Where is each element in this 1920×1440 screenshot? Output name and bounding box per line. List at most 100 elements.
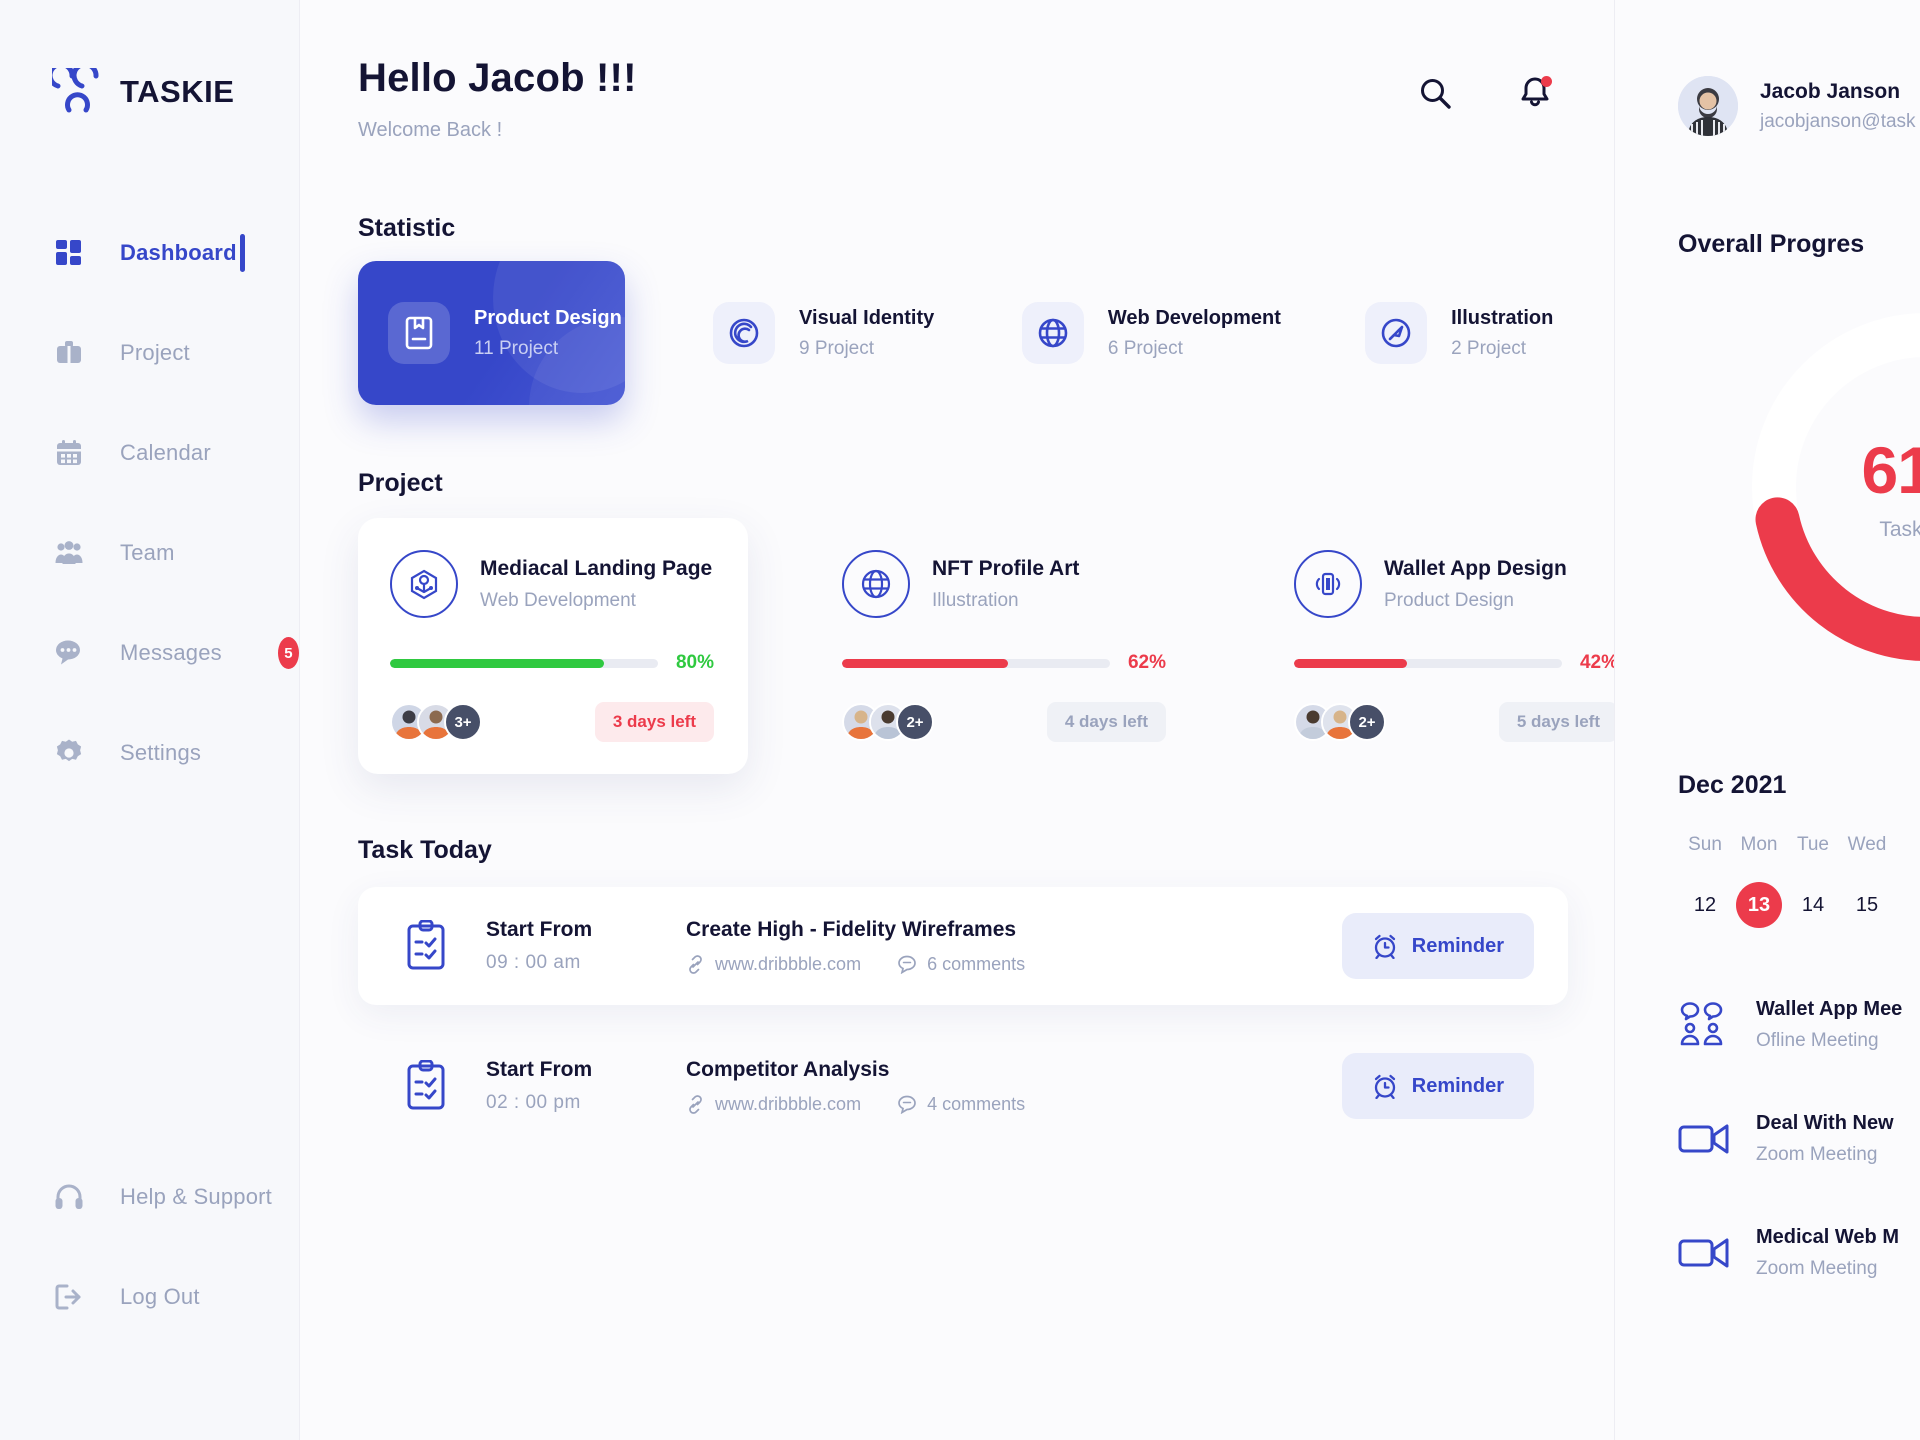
project-card-name: Mediacal Landing Page — [480, 556, 713, 580]
reminder-button[interactable]: Reminder — [1341, 1053, 1534, 1119]
calendar-dow-label: Wed — [1847, 834, 1887, 855]
task-link-label: www.dribbble.com — [715, 953, 862, 974]
welcome-subtitle: Welcome Back ! — [358, 119, 503, 141]
task-row[interactable]: Start From 02 : 00 pm Competitor Analysi… — [358, 1027, 1568, 1145]
avatar-more-count: 2+ — [1348, 703, 1386, 741]
link-icon — [689, 1094, 702, 1114]
pen-compass-icon — [1365, 302, 1428, 364]
panel-divider — [1614, 0, 1615, 1440]
sidebar-item-team[interactable]: Team — [0, 524, 299, 582]
brand-logo[interactable]: TASKIE — [0, 62, 299, 122]
meeting-type: Ofline Meeting — [1756, 1030, 1879, 1051]
calendar-day-mon[interactable]: Mon 13 — [1732, 834, 1786, 928]
project-card-wallet-app-design[interactable]: Wallet App Design Product Design 42% — [1262, 518, 1652, 774]
reminder-button[interactable]: Reminder — [1341, 913, 1534, 979]
statistic-card-web-development[interactable]: Web Development 6 Project — [992, 276, 1287, 390]
statistic-card-illustration[interactable]: Illustration 2 Project — [1335, 276, 1566, 390]
list-item[interactable]: Medical Web M Zoom Meeting — [1678, 1226, 1920, 1280]
sidebar-item-label: Log Out — [120, 1284, 200, 1309]
task-detail-block: Create High - Fidelity Wireframes www.dr… — [686, 918, 1342, 975]
task-link[interactable]: www.dribbble.com — [686, 1094, 861, 1115]
sidebar-item-settings[interactable]: Settings — [0, 724, 299, 782]
sidebar-nav: Dashboard Project — [0, 224, 299, 782]
gear-icon — [52, 736, 86, 770]
task-meta-row: www.dribbble.com 6 comments — [686, 954, 1342, 975]
task-row[interactable]: Start From 09 : 00 am Create High - Fide… — [358, 887, 1568, 1005]
sidebar-item-label: Dashboard — [120, 240, 237, 265]
sidebar-item-dashboard[interactable]: Dashboard — [0, 224, 299, 282]
statistic-card-product-design[interactable]: Product Design 11 Project — [358, 261, 626, 405]
user-profile[interactable]: Jacob Janson jacobjanson@task — [1678, 56, 1920, 136]
sidebar-item-help-support[interactable]: Help & Support — [0, 1168, 299, 1226]
sidebar-item-project[interactable]: Project — [0, 324, 299, 382]
link-icon — [689, 954, 702, 974]
taskie-logo-icon — [47, 62, 104, 116]
user-meta: Jacob Janson jacobjanson@task — [1760, 80, 1916, 133]
task-comments[interactable]: 6 comments — [897, 954, 1025, 975]
clipboard-check-icon — [398, 920, 454, 972]
user-name: Jacob Janson — [1760, 79, 1901, 103]
overall-progress-subtitle: Task Finis — [1879, 518, 1920, 541]
alarm-clock-icon — [1374, 934, 1395, 959]
sidebar-item-calendar[interactable]: Calendar — [0, 424, 299, 482]
statistic-card-meta: Visual Identity 9 Project — [799, 307, 934, 360]
project-card-header: Mediacal Landing Page Web Development — [390, 550, 714, 618]
task-link-label: www.dribbble.com — [715, 1093, 862, 1114]
bell-icon[interactable] — [1516, 74, 1554, 112]
project-card-meta: NFT Profile Art Illustration — [932, 557, 1079, 612]
search-icon[interactable] — [1416, 74, 1454, 112]
project-avatars[interactable]: 3+ — [390, 703, 482, 741]
project-card-footer: 3+ 3 days left — [390, 702, 714, 742]
project-days-left: 4 days left — [1046, 702, 1166, 742]
task-link[interactable]: www.dribbble.com — [686, 954, 861, 975]
video-camera-icon — [1678, 1121, 1730, 1157]
sidebar-item-label: Project — [120, 340, 190, 365]
project-card-medical-landing-page[interactable]: Mediacal Landing Page Web Development 80… — [358, 518, 748, 774]
sidebar-bottom-nav: Help & Support Log Out — [0, 1168, 299, 1368]
top-actions — [1416, 56, 1614, 112]
project-card-meta: Wallet App Design Product Design — [1384, 557, 1567, 612]
list-item[interactable]: Deal With New Zoom Meeting — [1678, 1112, 1920, 1166]
statistic-card-count: 2 Project — [1451, 337, 1527, 359]
headset-icon — [52, 1180, 86, 1214]
list-item[interactable]: Wallet App Mee Ofline Meeting — [1678, 998, 1920, 1052]
calendar-day-tue[interactable]: Tue 14 — [1786, 834, 1840, 928]
sidebar-item-log-out[interactable]: Log Out — [0, 1268, 299, 1326]
notification-dot — [1541, 76, 1552, 87]
reminder-button-label: Reminder — [1411, 1074, 1504, 1097]
calendar-day-sun[interactable]: Sun 12 — [1678, 834, 1732, 928]
project-title: Project — [358, 469, 443, 497]
task-start-block: Start From 09 : 00 am — [486, 918, 686, 974]
brand-name: TASKIE — [120, 74, 235, 109]
cube-node-icon — [390, 550, 458, 618]
sidebar-item-label: Calendar — [120, 440, 211, 465]
avatar-more-count: 3+ — [444, 703, 482, 741]
avatar — [1678, 76, 1738, 136]
project-days-left: 3 days left — [594, 702, 714, 742]
meeting-meta: Deal With New Zoom Meeting — [1756, 1112, 1894, 1166]
statistic-card-count: 6 Project — [1107, 337, 1183, 359]
statistic-card-visual-identity[interactable]: Visual Identity 9 Project — [683, 276, 944, 390]
sidebar-item-messages[interactable]: Messages 5 — [0, 624, 299, 682]
calendar-day-wed[interactable]: Wed 15 — [1840, 834, 1894, 928]
overall-progress-title: Overall Progres — [1678, 230, 1865, 258]
project-avatars[interactable]: 2+ — [1294, 703, 1386, 741]
avatar-more-count: 2+ — [896, 703, 934, 741]
project-card-nft-profile-art[interactable]: NFT Profile Art Illustration 62% — [810, 518, 1200, 774]
task-name: Create High - Fidelity Wireframes — [686, 917, 1017, 941]
calendar-week-strip: Sun 12 Mon 13 Tue 14 Wed 15 — [1678, 834, 1920, 928]
globe-icon — [1021, 302, 1084, 364]
active-indicator — [240, 234, 245, 272]
project-days-left: 5 days left — [1498, 702, 1618, 742]
task-comments[interactable]: 4 comments — [897, 1094, 1025, 1115]
calendar-dow-label: Sun — [1688, 834, 1722, 855]
project-avatars[interactable]: 2+ — [842, 703, 934, 741]
project-progress-fill — [390, 658, 605, 668]
overall-progress-chart: 61% Task Finis — [1726, 287, 1920, 687]
statistic-card-meta: Web Development 6 Project — [1108, 307, 1281, 360]
project-card-footer: 2+ 4 days left — [842, 702, 1166, 742]
project-card-category: Web Development — [480, 589, 636, 611]
meeting-list: Wallet App Mee Ofline Meeting Deal With … — [1678, 998, 1920, 1280]
people-icon — [52, 536, 86, 570]
